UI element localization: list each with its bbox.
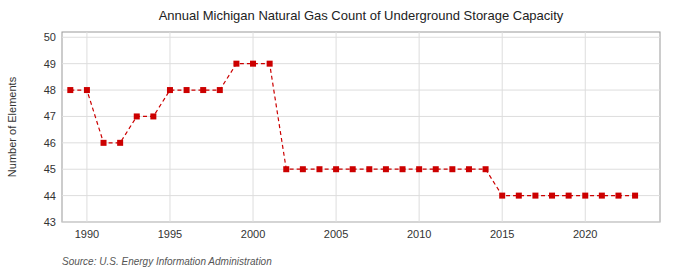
- point: [433, 166, 439, 172]
- y-tick-label: 48: [44, 84, 56, 96]
- point: [333, 166, 339, 172]
- point: [516, 193, 522, 199]
- point: [283, 166, 289, 172]
- point: [532, 193, 538, 199]
- x-tick-label: 2020: [573, 228, 597, 240]
- point: [167, 87, 173, 93]
- point: [267, 61, 273, 67]
- x-tick-label: 2000: [241, 228, 265, 240]
- plot-frame: [62, 32, 660, 222]
- y-grid-line: [62, 222, 660, 223]
- y-tick-label: 50: [44, 31, 56, 43]
- y-tick-label: 49: [44, 58, 56, 70]
- y-tick-label: 45: [44, 163, 56, 175]
- y-tick-label: 46: [44, 137, 56, 149]
- point: [200, 87, 206, 93]
- x-tick-label: 1990: [75, 228, 99, 240]
- point: [250, 61, 256, 67]
- y-tick-label: 44: [44, 190, 56, 202]
- x-tick-label: 2010: [407, 228, 431, 240]
- y-tick-label: 47: [44, 110, 56, 122]
- point: [466, 166, 472, 172]
- y-tick-label: 43: [44, 216, 56, 228]
- point: [499, 193, 505, 199]
- point: [383, 166, 389, 172]
- point: [483, 166, 489, 172]
- point: [184, 87, 190, 93]
- point: [449, 166, 455, 172]
- x-grid-line: [336, 32, 337, 222]
- point: [134, 113, 140, 119]
- point: [150, 113, 156, 119]
- y-grid-line: [62, 142, 660, 143]
- point: [632, 193, 638, 199]
- point: [101, 140, 107, 146]
- point: [400, 166, 406, 172]
- y-grid-line: [62, 90, 660, 91]
- point: [549, 193, 555, 199]
- point: [217, 87, 223, 93]
- point: [615, 193, 621, 199]
- axes: 43 44 45 46 47 48 49 50 1990 1995 2000 2005 2010 2015…: [44, 31, 598, 240]
- point: [566, 193, 572, 199]
- y-grid-line: [62, 63, 660, 64]
- x-grid-line: [169, 32, 170, 222]
- x-grid-line: [253, 32, 254, 222]
- x-tick-label: 2005: [324, 228, 348, 240]
- point: [117, 140, 123, 146]
- line: [70, 64, 635, 196]
- point: [316, 166, 322, 172]
- source-note: Source: U.S. Energy Information Administ…: [62, 256, 272, 267]
- x-grid-line: [86, 32, 87, 222]
- y-grid-line: [62, 37, 660, 38]
- grid: [62, 32, 660, 222]
- point: [582, 193, 588, 199]
- chart: 43 44 45 46 47 48 49 50 1990 1995 2000 2005 2010 2015…: [0, 0, 675, 275]
- x-tick-label: 2015: [490, 228, 514, 240]
- point: [67, 87, 73, 93]
- y-axis-label: Number of Elements: [6, 76, 18, 177]
- data: [67, 61, 638, 199]
- title: Annual Michigan Natural Gas Count of Und…: [159, 8, 564, 23]
- point: [233, 61, 239, 67]
- point: [416, 166, 422, 172]
- point: [366, 166, 372, 172]
- point: [350, 166, 356, 172]
- point: [599, 193, 605, 199]
- point: [300, 166, 306, 172]
- x-tick-label: 1995: [158, 228, 182, 240]
- x-grid-line: [419, 32, 420, 222]
- point: [84, 87, 90, 93]
